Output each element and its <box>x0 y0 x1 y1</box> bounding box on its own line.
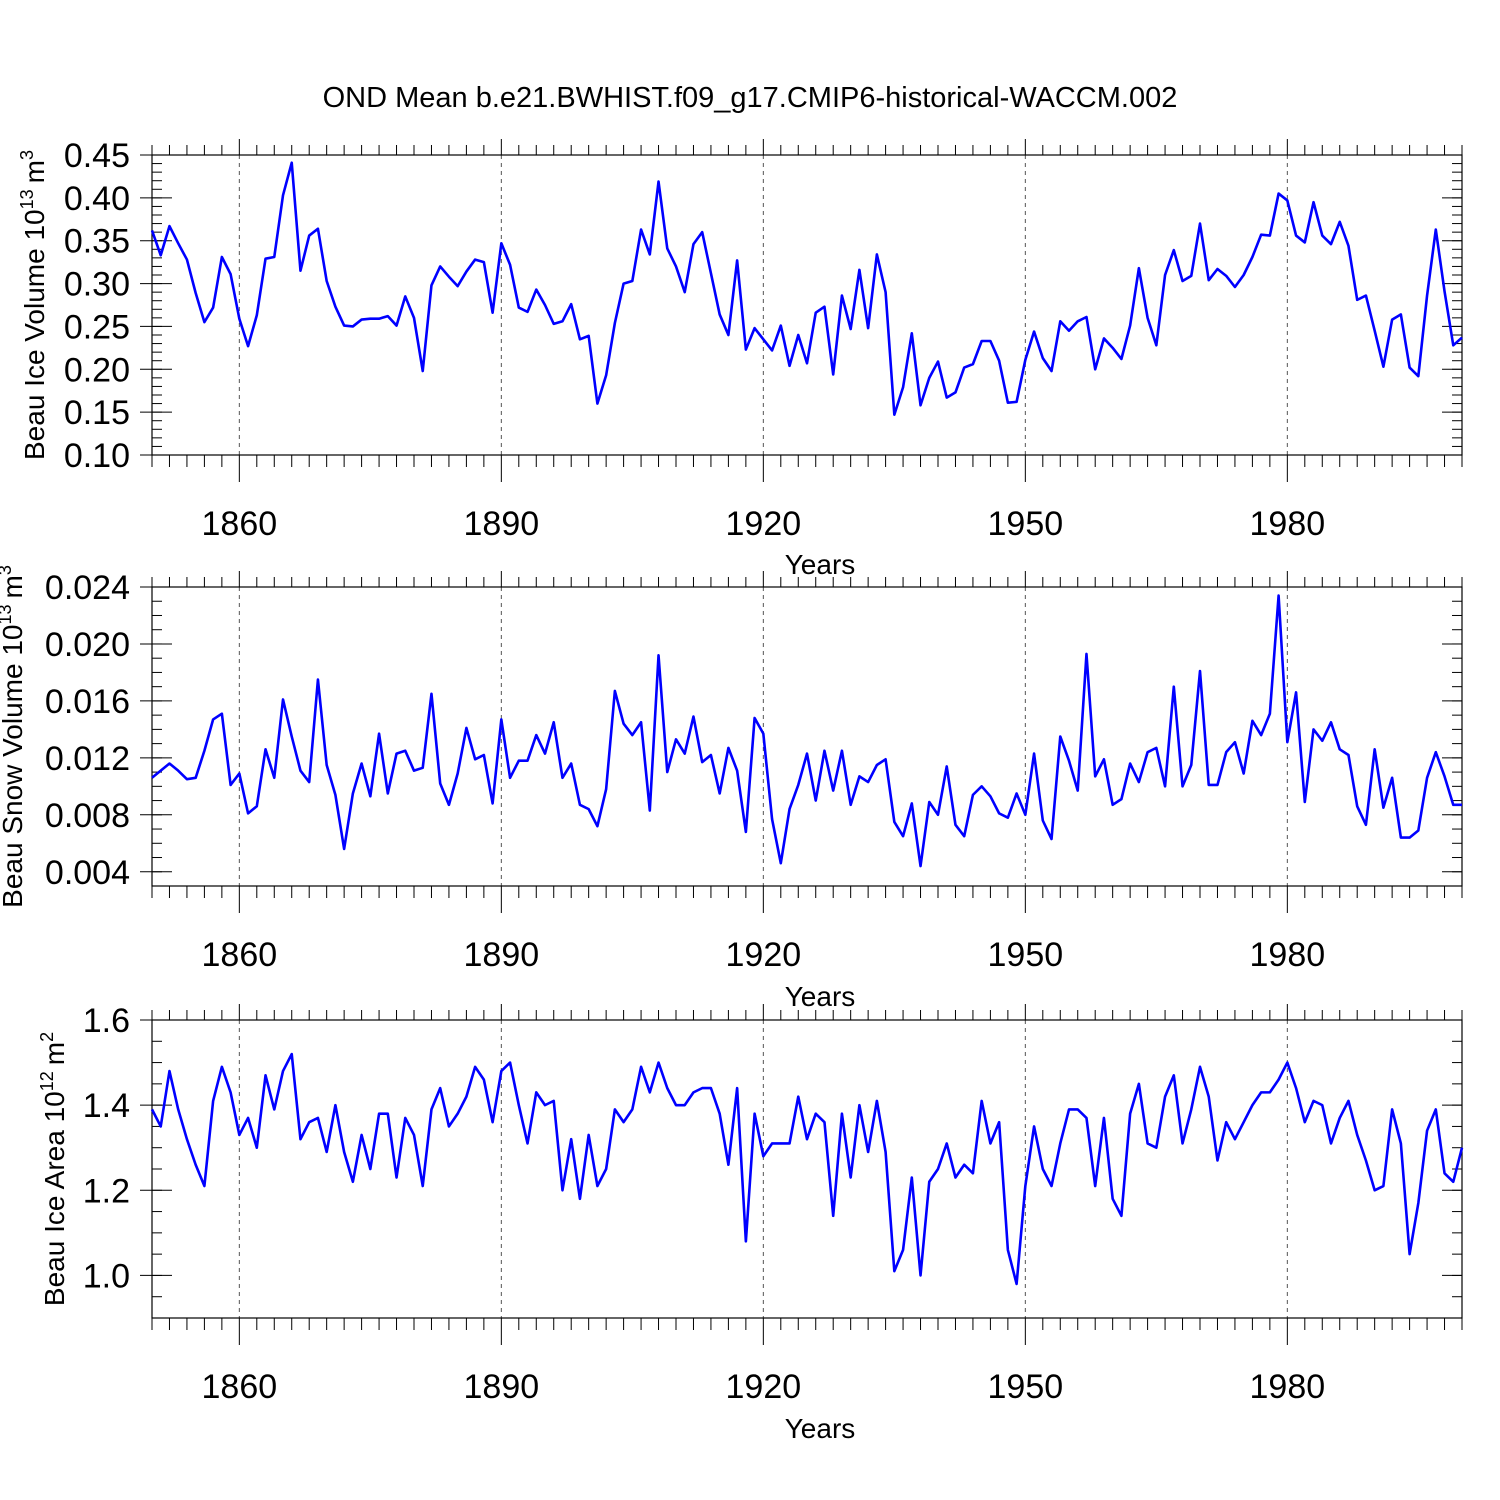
x-tick-label: 1920 <box>726 1368 802 1406</box>
y-tick-label: 0.024 <box>45 569 130 607</box>
y-axis-label-unit-exponent: 3 <box>0 565 15 575</box>
x-tick-label: 1890 <box>464 936 540 974</box>
y-tick-label: 0.30 <box>64 266 130 304</box>
y-axis-label-text: Beau Snow Volume 10 <box>0 625 28 908</box>
y-axis-label-text: Beau Ice Area 10 <box>39 1091 70 1306</box>
y-axis-label-unit: m <box>19 160 50 183</box>
x-tick-label: 1980 <box>1250 505 1326 543</box>
y-tick-label: 0.40 <box>64 180 130 218</box>
x-axis-label: Years <box>785 1413 856 1444</box>
y-axis-label: Beau Ice Area 1012 m2 <box>37 1032 70 1306</box>
x-axis-label: Years <box>785 549 856 580</box>
x-tick-label: 1920 <box>726 936 802 974</box>
x-tick-label: 1890 <box>464 505 540 543</box>
panel-snow-volume: 0.004 0.008 0.012 0.016 0.020 0.024 1860 1890 19… <box>0 565 1463 1012</box>
y-tick-label: 1.2 <box>83 1172 130 1210</box>
y-axis-label-exponent: 13 <box>17 189 37 209</box>
y-tick-label: 0.10 <box>64 437 130 475</box>
x-axis-label: Years <box>785 981 856 1012</box>
y-tick-label: 1.4 <box>83 1087 130 1125</box>
x-tick-label: 1980 <box>1250 936 1326 974</box>
series-line-ice-area <box>150 1052 1464 1286</box>
y-tick-label: 0.004 <box>45 854 130 892</box>
y-tick-label: 0.020 <box>45 626 130 664</box>
x-tick-label: 1860 <box>202 1368 278 1406</box>
y-axis-label-unit-exponent: 3 <box>17 150 37 160</box>
x-tick-label: 1860 <box>202 936 278 974</box>
panel-ice-area: 1.0 1.2 1.4 1.6 1860 1890 1920 1950 1980 Years Bea… <box>37 1002 1464 1444</box>
y-axis-label-unit: m <box>39 1042 70 1065</box>
series-line-snow-volume <box>151 594 1462 868</box>
y-tick-label: 0.45 <box>64 137 130 175</box>
y-tick-label: 0.25 <box>64 308 130 346</box>
panel-ice-volume: 0.10 0.15 0.20 0.25 0.30 0.35 0.40 0.45 1860 1890… <box>17 137 1463 580</box>
plot-frame <box>151 154 1463 456</box>
y-axis-label-unit: m <box>0 575 28 598</box>
x-tick-label: 1920 <box>726 505 802 543</box>
y-tick-label: 0.15 <box>64 394 130 432</box>
y-tick-label: 0.20 <box>64 351 130 389</box>
y-tick-label: 1.6 <box>83 1002 130 1040</box>
x-tick-label: 1950 <box>988 505 1064 543</box>
chart-title: OND Mean b.e21.BWHIST.f09_g17.CMIP6-hist… <box>323 82 1178 114</box>
y-axis-label: Beau Snow Volume 1013 m3 <box>0 565 28 908</box>
y-tick-label: 0.012 <box>45 740 130 778</box>
y-tick-label: 0.35 <box>64 223 130 261</box>
y-tick-label: 1.0 <box>83 1257 130 1295</box>
x-tick-label: 1950 <box>988 936 1064 974</box>
y-tick-label: 0.016 <box>45 683 130 721</box>
y-axis-label-unit-exponent: 2 <box>37 1032 57 1042</box>
y-axis-label-exponent: 12 <box>37 1071 57 1091</box>
y-axis-label-text: Beau Ice Volume 10 <box>19 209 50 460</box>
y-tick-label: 0.008 <box>45 797 130 835</box>
x-tick-label: 1860 <box>202 505 278 543</box>
y-axis-label-exponent: 13 <box>0 605 15 625</box>
x-tick-label: 1890 <box>464 1368 540 1406</box>
plot-frame <box>151 586 1463 887</box>
series-line-ice-volume <box>150 161 1463 417</box>
x-tick-label: 1980 <box>1250 1368 1326 1406</box>
x-tick-label: 1950 <box>988 1368 1064 1406</box>
y-axis-label: Beau Ice Volume 1013 m3 <box>17 150 50 460</box>
